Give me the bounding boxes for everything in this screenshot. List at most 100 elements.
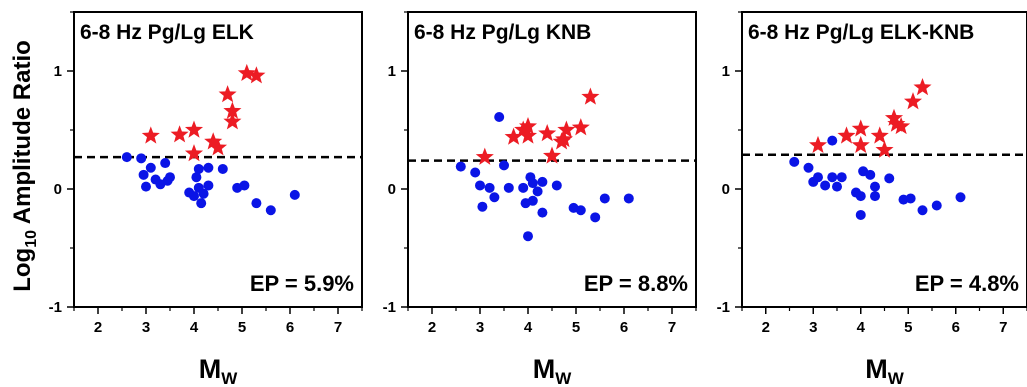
y-tick-label: -1: [49, 299, 62, 316]
y-axis-label-prefix: Log: [9, 248, 36, 292]
explosion-point: [808, 135, 828, 154]
earthquake-point: [827, 172, 838, 183]
explosion-point: [170, 125, 189, 143]
earthquake-point: [884, 173, 895, 184]
x-tick-label: 4: [857, 319, 866, 336]
explosion-point: [208, 138, 228, 156]
earthquake-point: [623, 193, 634, 204]
explosion-point: [538, 124, 557, 142]
x-axis-label-main: M: [865, 354, 888, 384]
x-axis-label: MW: [533, 354, 573, 387]
explosion-point: [237, 63, 256, 82]
explosion-point: [581, 87, 600, 105]
x-tick-label: 3: [809, 319, 817, 336]
explosion-point: [184, 120, 204, 138]
explosion-point: [892, 116, 911, 135]
explosion-point: [542, 146, 562, 164]
x-axis-label-subscript: W: [221, 369, 238, 387]
earthquake-point: [494, 112, 505, 123]
earthquake-point: [145, 162, 156, 173]
earthquake-point: [503, 182, 514, 193]
plot-area: 6-8 Hz Pg/Lg ELK-KNB EP = 4.8%: [742, 21, 1027, 296]
explosion-point: [870, 126, 889, 144]
earthquake-point: [193, 163, 204, 174]
earthquake-point: [803, 162, 814, 173]
earthquake-point: [198, 188, 209, 199]
x-axis-label: MW: [199, 354, 239, 387]
x-tick-label: 7: [668, 319, 676, 336]
x-tick-label: 5: [572, 319, 580, 336]
explosion-point: [514, 120, 533, 138]
explosion-point: [875, 140, 894, 158]
earthquake-point: [455, 161, 466, 172]
earthquake-point: [523, 231, 533, 242]
ep-annotation: EP = 5.9%: [250, 271, 354, 296]
explosion-point: [141, 126, 160, 144]
x-tick-label: 4: [524, 319, 533, 336]
explosion-point: [913, 78, 932, 96]
earthquake-point: [121, 152, 132, 163]
explosion-point: [557, 120, 576, 138]
earthquake-point: [518, 182, 529, 193]
earthquake-point: [489, 192, 500, 203]
earthquake-point: [575, 205, 586, 216]
earthquake-point: [265, 205, 276, 216]
earthquake-point: [590, 212, 601, 223]
x-axis-label-subscript: W: [888, 369, 905, 387]
explosion-point: [247, 66, 266, 84]
earthquake-point: [499, 160, 509, 171]
x-tick-label: 7: [334, 319, 342, 336]
y-tick-label: 0: [722, 181, 730, 198]
earthquake-point: [855, 191, 866, 202]
explosion-point: [884, 108, 904, 126]
earthquake-point: [470, 167, 481, 178]
explosion-point: [204, 132, 223, 150]
x-tick-label: 2: [762, 319, 770, 336]
earthquake-point: [484, 182, 495, 193]
explosion-point: [223, 101, 242, 119]
y-axis-label: Log10 Amplitude Ratio: [9, 40, 40, 292]
earthquake-point: [537, 176, 548, 187]
plot-area: 6-8 Hz Pg/Lg ELK EP = 5.9%: [74, 21, 362, 296]
earthquake-point: [870, 181, 880, 192]
panel-title: 6-8 Hz Pg/Lg ELK: [80, 21, 254, 44]
explosion-point: [887, 114, 906, 132]
earthquake-point: [551, 180, 562, 191]
explosion-point: [837, 126, 856, 144]
earthquake-point: [820, 180, 831, 191]
explosion-point: [223, 112, 242, 130]
earthquake-point: [789, 156, 800, 167]
panel-3: 2 3 4 5 6 7 -1 0 1 6-8 Hz Pg/Lg ELK-KNB EP = 4.8% M…: [717, 11, 1027, 387]
earthquake-point: [931, 200, 942, 211]
x-tick-label: 6: [286, 319, 294, 336]
earthquake-point: [191, 172, 202, 183]
x-tick-label: 6: [952, 319, 960, 336]
panel-title: 6-8 Hz Pg/Lg KNB: [414, 21, 591, 44]
earthquake-point: [239, 180, 250, 191]
x-tick-label: 7: [999, 319, 1007, 336]
earthquake-point: [475, 180, 485, 191]
earthquake-point: [527, 178, 538, 189]
x-axis-label-subscript: W: [555, 369, 572, 387]
earthquake-point: [203, 162, 214, 173]
panel-title: 6-8 Hz Pg/Lg ELK-KNB: [748, 21, 974, 44]
x-tick-label: 6: [620, 319, 628, 336]
explosion-point: [518, 116, 538, 135]
explosion-point: [218, 85, 237, 103]
explosion-point: [903, 92, 923, 110]
earthquake-point: [527, 195, 538, 206]
y-tick-label: 0: [388, 181, 396, 198]
explosion-point: [554, 129, 574, 148]
x-tick-label: 3: [476, 319, 484, 336]
earthquake-point: [917, 205, 928, 216]
y-tick-label: 1: [388, 63, 396, 80]
earthquake-point: [836, 172, 847, 183]
plot-area: 6-8 Hz Pg/Lg KNB EP = 8.8%: [408, 21, 696, 296]
earthquake-point: [532, 186, 543, 197]
y-tick-label: 1: [54, 63, 62, 80]
earthquake-point: [870, 191, 880, 202]
explosion-point: [851, 119, 870, 137]
earthquake-point: [905, 193, 916, 204]
